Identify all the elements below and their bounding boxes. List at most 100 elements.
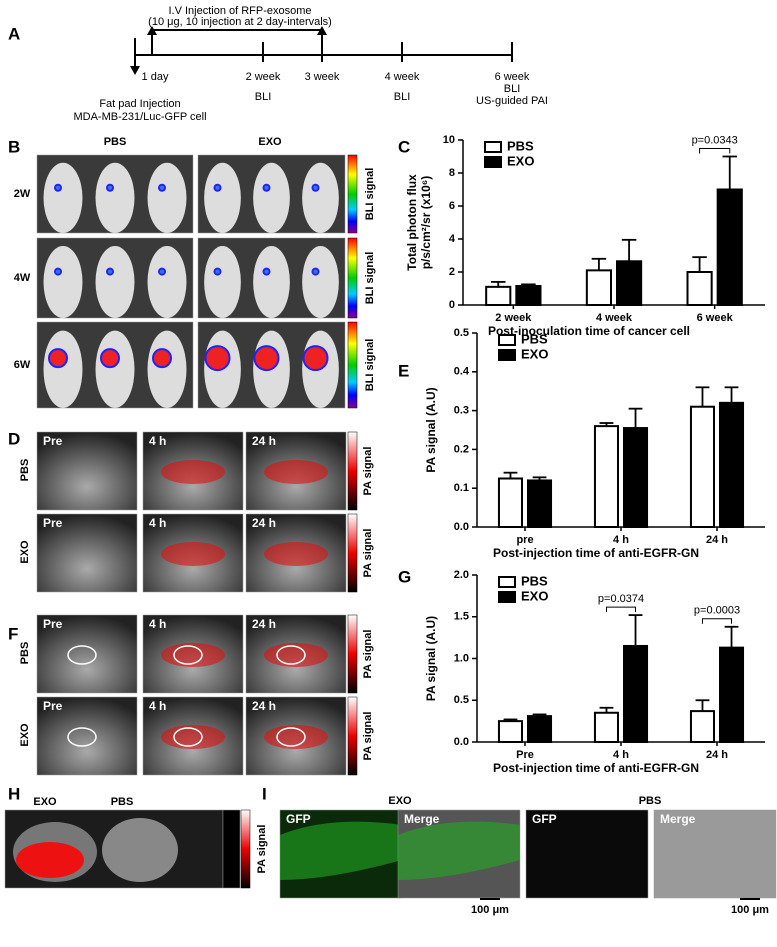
group-label: PBS	[639, 795, 662, 807]
label: BLI	[255, 91, 272, 103]
label: BLI	[394, 91, 411, 103]
signal	[54, 267, 62, 276]
scale-label: PA signal	[362, 712, 374, 761]
image	[36, 614, 138, 694]
y-tick-label: 0.1	[454, 482, 469, 494]
image	[36, 696, 138, 776]
roi	[276, 645, 306, 665]
mouse	[253, 246, 290, 318]
scale-label: PA signal	[362, 529, 374, 578]
y-tick-label: 10	[443, 134, 455, 146]
bar	[623, 644, 649, 743]
channel-label: Merge	[404, 812, 440, 826]
label: 1 day	[142, 71, 169, 83]
bar	[527, 715, 553, 743]
legend-swatch	[484, 141, 502, 153]
scale-tick: 10	[226, 836, 238, 848]
gfp-signal	[398, 821, 520, 880]
y-tick-label: 1.0	[454, 652, 469, 664]
roi	[276, 727, 306, 747]
legend-label: EXO	[507, 153, 534, 168]
bracket	[701, 618, 733, 624]
y-tick-label: 0.5	[454, 327, 469, 339]
arrow-head	[130, 66, 140, 75]
legend-label: PBS	[521, 573, 548, 588]
time-label: 4 h	[149, 434, 166, 448]
bar	[497, 720, 523, 743]
bracket	[699, 148, 731, 154]
label: Fat pad Injection	[99, 98, 180, 110]
time-label: 4 h	[149, 516, 166, 530]
bar	[689, 710, 716, 743]
roi	[67, 645, 97, 665]
signal	[100, 348, 120, 369]
scale-label: BLI signal	[364, 252, 376, 305]
y-tick-label: 1.5	[454, 611, 469, 623]
mouse	[95, 246, 135, 318]
color-scale	[347, 513, 358, 593]
panel-label: A	[8, 24, 20, 43]
time-label: 4 h	[149, 617, 166, 631]
x-tick-label: 24 h	[706, 534, 728, 546]
mouse	[147, 246, 187, 318]
y-axis-label: PA signal (A.U)	[424, 616, 438, 701]
label: 6 week	[495, 71, 530, 83]
panel-label: I	[262, 784, 267, 803]
panel-label: G	[398, 567, 411, 586]
group-label: PBS	[19, 459, 31, 482]
scale-tick: 9	[229, 811, 235, 823]
pa-signal	[264, 460, 328, 484]
arrow-head	[317, 26, 327, 35]
mouse	[95, 330, 135, 408]
group-label: EXO	[19, 540, 31, 564]
image	[36, 431, 138, 511]
signal	[158, 267, 166, 276]
y-tick-label: 2.0	[454, 569, 469, 581]
row-label: 4W	[14, 272, 31, 284]
image	[525, 809, 649, 899]
y-tick-label: 0.0	[454, 736, 469, 748]
bar	[689, 405, 716, 528]
x-axis-label: Post-injection time of anti-EGFR-GN	[493, 761, 699, 775]
annotation: p=0.0003	[694, 605, 740, 617]
mouse	[43, 330, 83, 408]
group-label: PBS	[19, 642, 31, 665]
pa-signal	[264, 542, 328, 566]
legend-label: EXO	[521, 346, 548, 361]
image	[222, 809, 241, 889]
time-label: Pre	[43, 617, 63, 631]
color-scale	[347, 321, 358, 409]
annotation: p=0.0343	[692, 134, 738, 146]
label: BLI	[504, 83, 521, 95]
legend-label: PBS	[521, 331, 548, 346]
signal	[106, 183, 114, 192]
mouse	[147, 330, 187, 408]
x-tick-label: Pre	[516, 749, 534, 761]
signal	[262, 183, 271, 192]
y-tick-label: 8	[449, 167, 455, 179]
scale-label: PA signal	[362, 447, 374, 496]
signal	[213, 267, 222, 276]
bar	[719, 646, 745, 744]
arrow-head	[147, 26, 157, 35]
scale-label: PA signal	[256, 825, 268, 874]
channel-label: GFP	[532, 812, 557, 826]
time-label: Pre	[43, 699, 63, 713]
x-tick-label: pre	[516, 534, 533, 546]
panel-label: E	[398, 361, 409, 380]
bar	[497, 477, 523, 528]
bar	[515, 285, 542, 306]
y-tick-label: 2	[449, 266, 455, 278]
group-label: EXO	[19, 723, 31, 747]
mouse	[43, 246, 83, 318]
mouse	[43, 162, 83, 233]
mouse	[253, 162, 290, 233]
mouse	[95, 162, 135, 233]
label: 2 week	[246, 71, 281, 83]
bar	[585, 269, 613, 307]
time-label: 24 h	[252, 617, 276, 631]
scale-label: BLI signal	[364, 168, 376, 221]
image	[653, 809, 777, 899]
bar	[593, 711, 620, 744]
